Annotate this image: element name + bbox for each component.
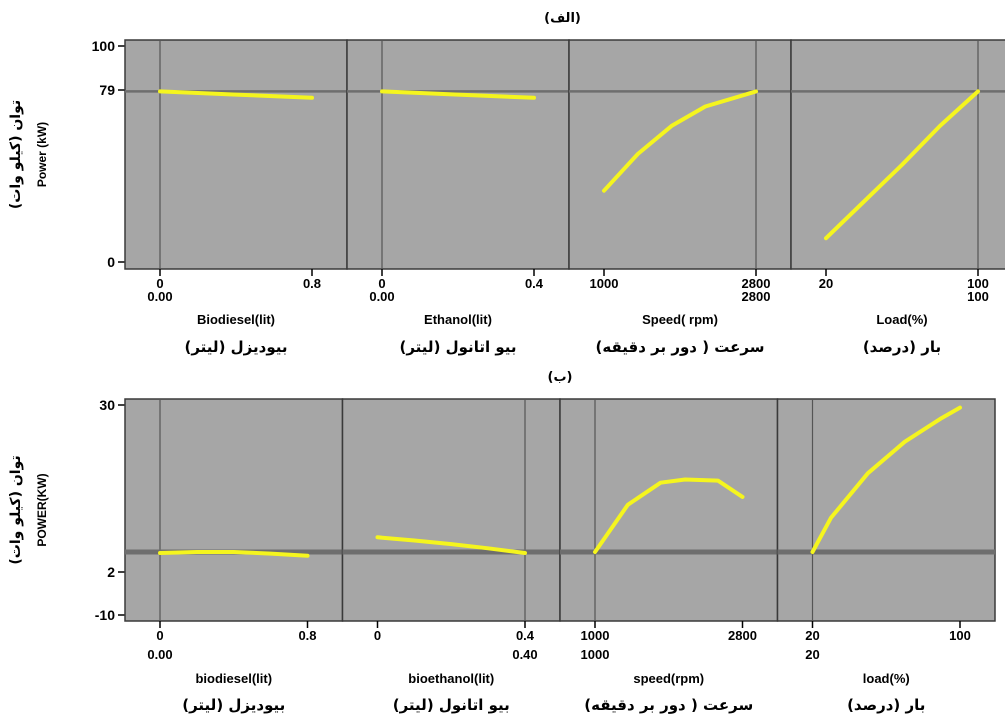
x-tick-label-alt: 2800 (742, 289, 771, 304)
x-axis-label-fa: سرعت ( دور بر دقیقه) (596, 338, 765, 356)
series-line (158, 89, 314, 100)
series-line (810, 405, 962, 554)
series-line (158, 550, 310, 558)
x-tick-label-alt: 100 (967, 289, 989, 304)
x-tick-label-alt: 20 (805, 647, 819, 662)
x-tick-label: 0.8 (298, 628, 316, 643)
panel-background (346, 39, 570, 270)
series-line (380, 89, 536, 100)
x-tick-label-alt: 1000 (581, 647, 610, 662)
x-tick-label: 2800 (728, 628, 757, 643)
series-line (593, 477, 745, 554)
x-tick-label: 0 (378, 276, 385, 291)
x-axis-label-fa: بیودیزل (لیتر) (182, 696, 285, 714)
x-axis-label: Speed( rpm) (642, 312, 718, 327)
series-line (824, 89, 980, 241)
chart-title: (ب) (548, 370, 573, 385)
panel-background (790, 39, 1005, 270)
x-tick-label-alt: 0.00 (147, 647, 172, 662)
series-line (375, 535, 527, 555)
y-tick-label: 0 (107, 254, 115, 270)
x-tick-label-alt: 0.00 (147, 289, 172, 304)
x-tick-label: 1000 (590, 276, 619, 291)
x-tick-label: 0.8 (303, 276, 321, 291)
x-tick-label-alt: 0.40 (512, 647, 537, 662)
x-axis-label: load(%) (863, 671, 910, 686)
x-tick-label-alt: 0.00 (369, 289, 394, 304)
y-axis-label-fa: توان (کیلو وات) (8, 455, 24, 564)
chart-title: (الف) (544, 11, 581, 26)
x-axis-label: bioethanol(lit) (408, 671, 494, 686)
x-tick-label: 0.4 (516, 628, 535, 643)
x-axis-label: Ethanol(lit) (424, 312, 492, 327)
panel-background (124, 398, 344, 622)
y-tick-label: 100 (92, 38, 116, 54)
y-tick-label: -10 (95, 607, 115, 623)
x-tick-label: 20 (819, 276, 833, 291)
panel-background (568, 39, 792, 270)
x-axis-label-fa: بیو اتانول (لیتر) (400, 338, 517, 356)
y-axis-label-fa: توان (کیلو وات) (8, 100, 24, 209)
y-tick-label: 79 (99, 82, 115, 98)
series-line (602, 89, 758, 193)
y-axis-label: Power (kW) (35, 122, 49, 187)
x-tick-label: 20 (805, 628, 819, 643)
x-axis-label: Load(%) (876, 312, 927, 327)
panel-background (341, 398, 561, 622)
x-axis-label-fa: بیو اتانول (لیتر) (393, 696, 510, 714)
panel-background (559, 398, 779, 622)
x-tick-label: 2800 (742, 276, 771, 291)
x-tick-label: 0 (156, 628, 163, 643)
x-axis-label-fa: بار (درصد) (863, 338, 941, 356)
x-axis-label-fa: بیودیزل (لیتر) (185, 338, 288, 356)
y-tick-label: 30 (99, 397, 115, 413)
y-tick-label: 2 (107, 564, 115, 580)
x-axis-label-fa: بار (درصد) (847, 696, 925, 714)
x-tick-label: 100 (967, 276, 989, 291)
x-tick-label: 1000 (581, 628, 610, 643)
x-tick-label: 0 (156, 276, 163, 291)
x-tick-label: 100 (949, 628, 971, 643)
panel-background (776, 398, 996, 622)
x-axis-label-fa: سرعت ( دور بر دقیقه) (584, 696, 753, 714)
x-axis-label: speed(rpm) (633, 671, 704, 686)
x-tick-label: 0 (374, 628, 381, 643)
panel-background (124, 39, 348, 270)
x-tick-label: 0.4 (525, 276, 544, 291)
x-axis-label: biodiesel(lit) (195, 671, 272, 686)
chart-bottom: (ب) POWER(KW) توان (کیلو وات) -10 2 30 0 0.8 0.0… (8, 370, 996, 714)
x-axis-label: Biodiesel(lit) (197, 312, 275, 327)
y-axis-label: POWER(KW) (35, 473, 49, 546)
